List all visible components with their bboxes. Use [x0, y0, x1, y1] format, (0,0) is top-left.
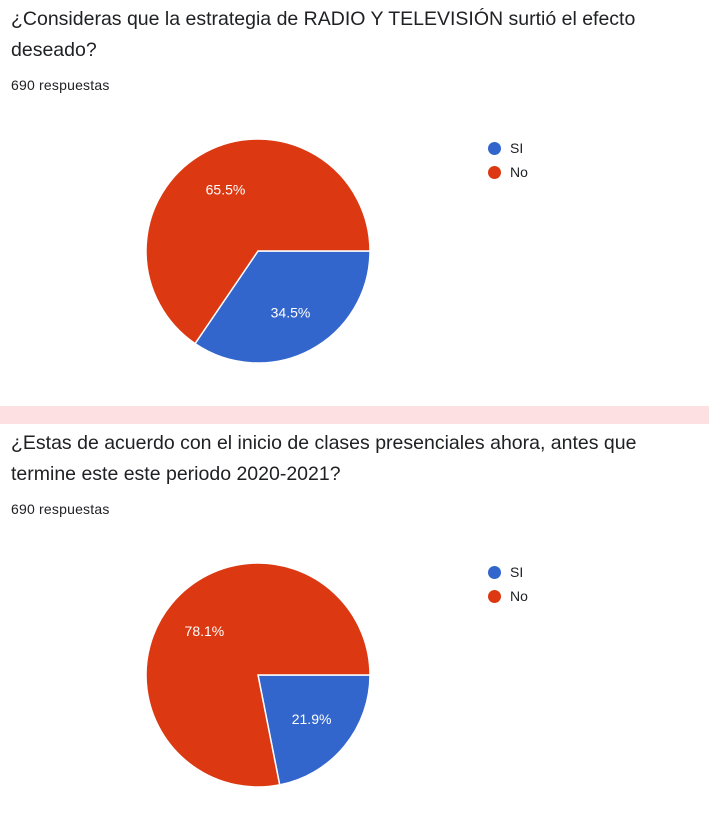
legend-item-si[interactable]: SI [488, 560, 528, 584]
response-count: 690 respuestas [11, 77, 110, 93]
pie-chart: 34.5% 65.5% [145, 138, 371, 364]
chart-legend: SI No [488, 560, 528, 608]
question-title: ¿Consideras que la estrategia de RADIO Y… [11, 8, 636, 61]
pie-label-no: 78.1% [185, 623, 225, 639]
legend-label-no: No [510, 588, 528, 604]
legend-label-si: SI [510, 140, 524, 156]
legend-label-si: SI [510, 564, 524, 580]
legend-swatch-no [488, 589, 501, 603]
legend-label-no: No [510, 164, 528, 180]
pie-label-si: 34.5% [271, 304, 311, 320]
legend-item-si[interactable]: SI [488, 136, 528, 160]
legend-swatch-si [488, 565, 501, 579]
response-count: 690 respuestas [11, 501, 110, 517]
legend-item-no[interactable]: No [488, 584, 528, 608]
pie-label-no: 65.5% [206, 182, 246, 198]
chart-legend: SI No [488, 136, 528, 184]
legend-item-no[interactable]: No [488, 160, 528, 184]
pie-slice-si[interactable] [194, 250, 371, 364]
legend-swatch-si [488, 141, 501, 155]
pie-slice-si[interactable] [257, 674, 371, 786]
question-card-2: ¿Estas de acuerdo con el inicio de clase… [0, 424, 709, 837]
section-divider [0, 406, 709, 424]
pie-slice-no[interactable] [145, 138, 371, 345]
pie-slice-no[interactable] [145, 562, 371, 788]
pie-label-si: 21.9% [292, 711, 332, 727]
question-card-1: ¿Consideras que la estrategia de RADIO Y… [0, 0, 709, 406]
pie-chart: 21.9% 78.1% [145, 562, 371, 788]
question-title: ¿Estas de acuerdo con el inicio de clase… [11, 432, 637, 485]
legend-swatch-no [488, 165, 501, 179]
